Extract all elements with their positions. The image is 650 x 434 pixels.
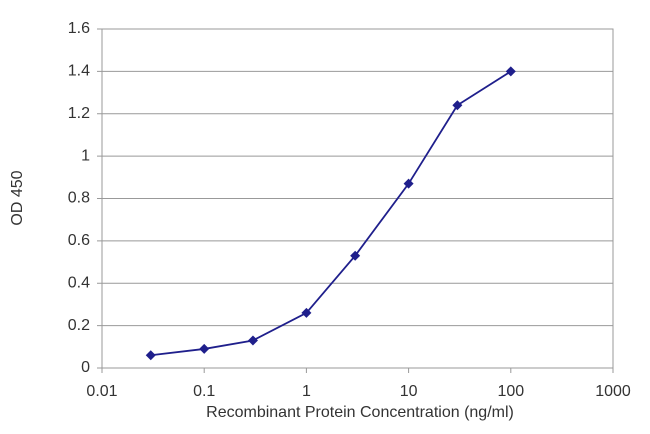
x-tick-label: 1 bbox=[302, 383, 311, 400]
x-tick-label: 0.1 bbox=[193, 383, 215, 400]
data-point bbox=[145, 350, 156, 361]
data-line bbox=[150, 70, 512, 357]
y-tick-label: 1.6 bbox=[68, 20, 90, 37]
data-point bbox=[452, 100, 463, 111]
y-tick-label: 0.4 bbox=[68, 274, 90, 291]
data-point bbox=[301, 307, 312, 318]
data-point bbox=[199, 343, 210, 354]
x-tick-label: 10 bbox=[400, 383, 418, 400]
y-tick-label: 0.6 bbox=[68, 232, 90, 249]
x-tick-label: 0.01 bbox=[86, 383, 117, 400]
y-tick-label: 0 bbox=[81, 359, 90, 376]
x-tick-label: 1000 bbox=[595, 383, 631, 400]
y-axis-label: OD 450 bbox=[9, 170, 26, 225]
x-tick-label: 100 bbox=[497, 383, 524, 400]
data-point bbox=[403, 178, 414, 189]
y-tick-label: 0.8 bbox=[68, 190, 90, 207]
data-point bbox=[350, 250, 361, 261]
y-tick-label: 0.2 bbox=[68, 317, 90, 334]
x-axis-label: Recombinant Protein Concentration (ng/ml… bbox=[206, 404, 514, 421]
data-point bbox=[505, 66, 516, 77]
data-point bbox=[247, 335, 258, 346]
y-tick-label: 1.2 bbox=[68, 105, 90, 122]
y-tick-label: 1 bbox=[81, 147, 90, 164]
y-tick-label: 1.4 bbox=[68, 63, 90, 80]
